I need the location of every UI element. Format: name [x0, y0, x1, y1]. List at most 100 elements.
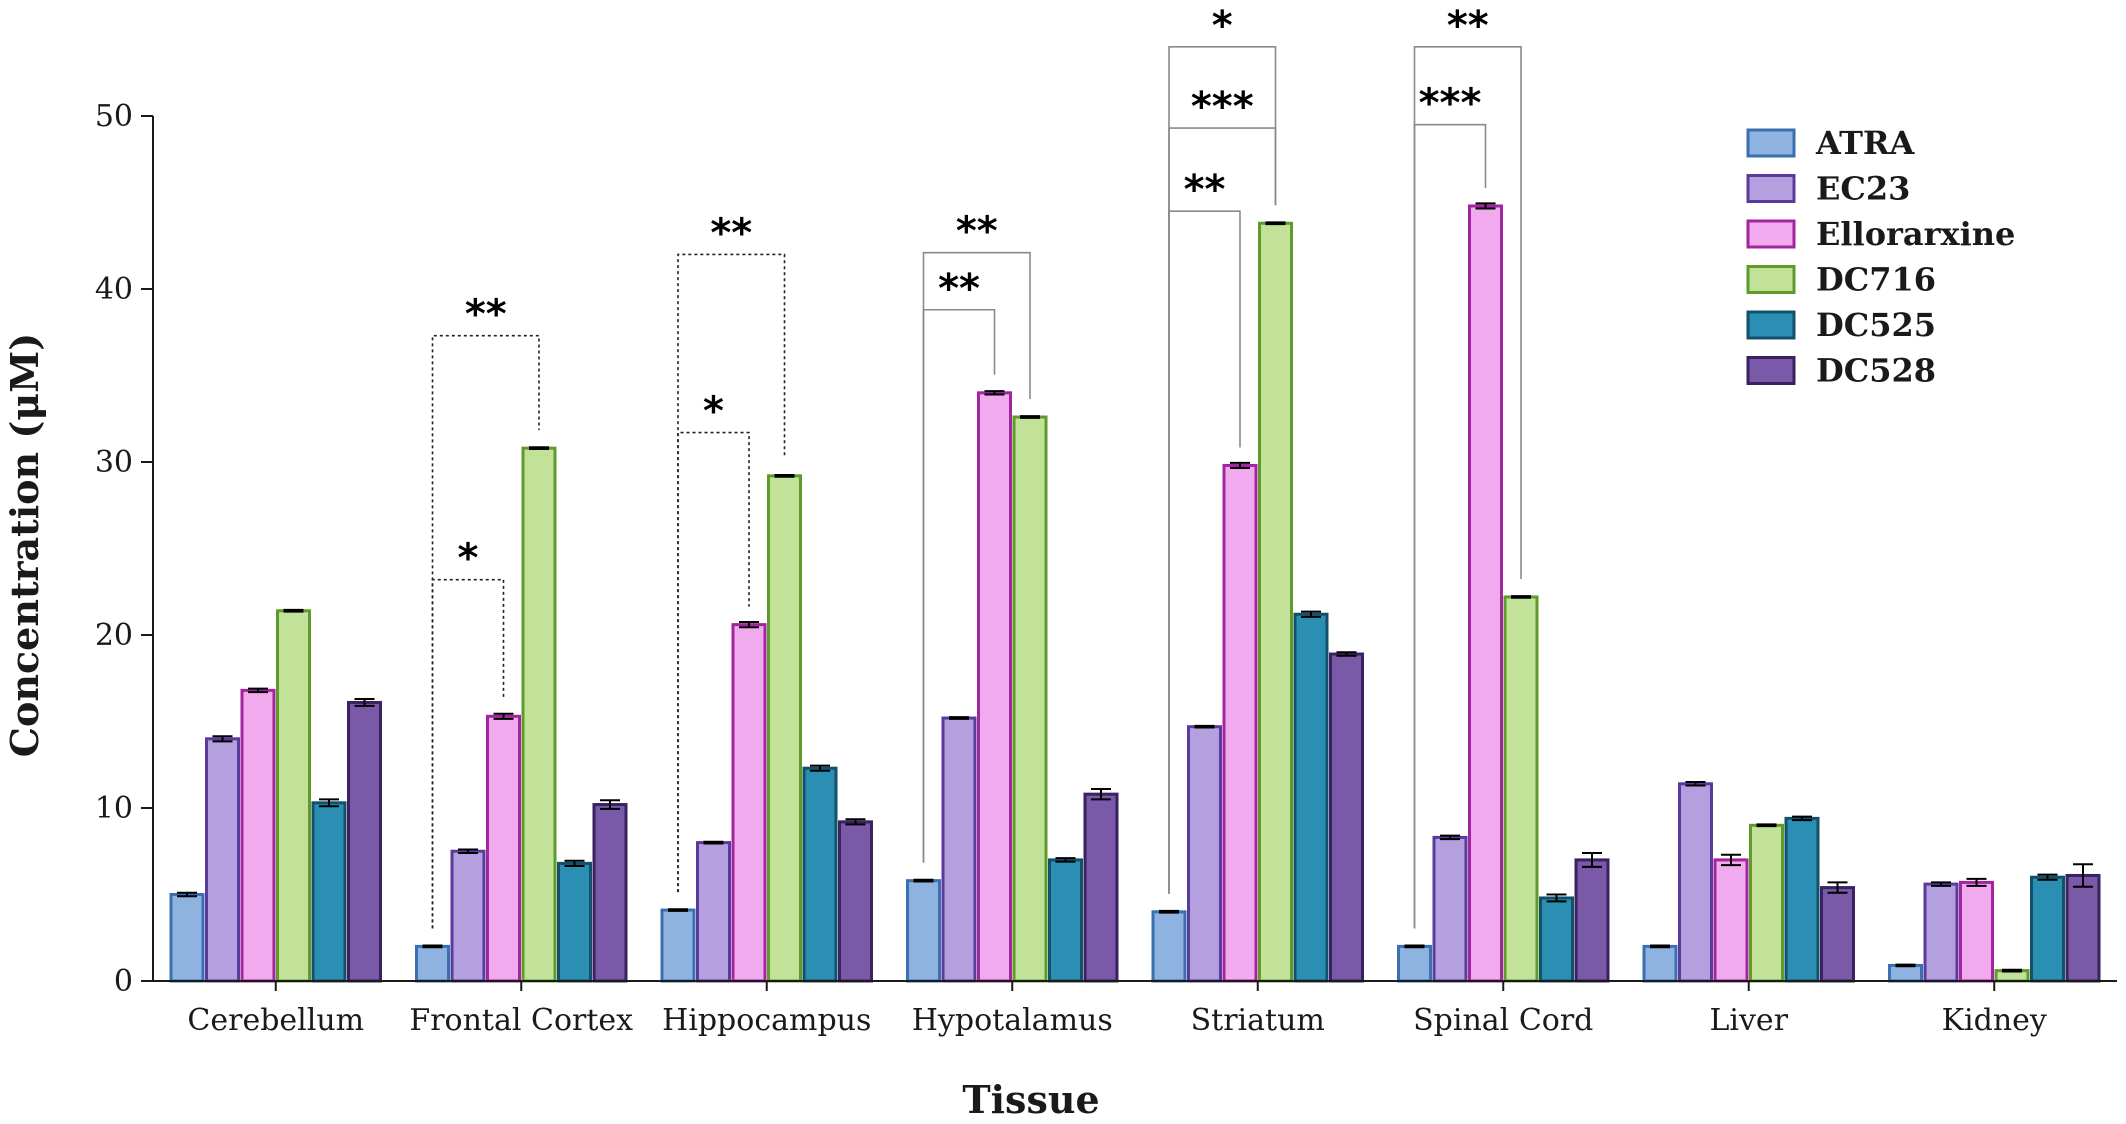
legend-swatch	[1746, 219, 1796, 249]
bar-dc528-frontal-cortex	[592, 803, 628, 983]
bar-dc528-liver	[1820, 886, 1855, 983]
significance-label: *	[458, 536, 479, 582]
error-bar-dc525-cerebellum	[319, 798, 339, 808]
legend-item-dc528: DC528	[1746, 352, 1936, 390]
error-bar-dc716-cerebellum	[283, 608, 304, 613]
y-tick-label: 10	[95, 791, 133, 826]
bar-ec23-hypotalamus	[941, 716, 977, 983]
error-bar-dc528-kidney	[2073, 863, 2093, 888]
significance-label: *	[703, 389, 724, 435]
error-bar-dc716-striatum	[1265, 221, 1286, 226]
legend-label: DC716	[1816, 261, 1936, 299]
error-bar-dc716-frontal-cortex	[529, 446, 549, 451]
bar-dc716-liver	[1749, 823, 1784, 983]
x-tick-label-liver: Liver	[1709, 1003, 1788, 1038]
error-bar-dc525-striatum	[1301, 610, 1321, 618]
error-bar-ellorarxine-frontal-cortex	[493, 712, 514, 720]
bar-dc525-spinal-cord	[1539, 896, 1574, 983]
bar-ellorarxine-kidney	[1959, 880, 1994, 983]
legend-item-dc525: DC525	[1746, 306, 1936, 344]
error-bar-dc528-spinal-cord	[1582, 851, 1602, 868]
bar-dc528-kidney	[2065, 873, 2101, 983]
bar-ellorarxine-hypotalamus	[977, 391, 1012, 983]
bar-ec23-hippocampus	[696, 841, 731, 983]
error-bar-dc528-frontal-cortex	[600, 799, 620, 810]
x-tick-label-kidney: Kidney	[1942, 1003, 2047, 1038]
error-bar-ec23-kidney	[1931, 881, 1951, 887]
significance-label: **	[710, 210, 752, 256]
significance-bracket: **	[922, 266, 996, 863]
error-bar-ellorarxine-kidney	[1966, 877, 1987, 887]
error-bar-ellorarxine-hippocampus	[739, 621, 759, 629]
x-tick-label-frontal-cortex: Frontal Cortex	[409, 1003, 633, 1038]
significance-bracket: ***	[1413, 81, 1487, 929]
y-axis-title: Concentration (μM)	[2, 333, 47, 757]
error-bar-dc716-hypotalamus	[1020, 415, 1040, 419]
bar-dc525-kidney	[2030, 875, 2065, 983]
bar-atra-cerebellum	[169, 893, 205, 983]
legend-label: Ellorarxine	[1816, 215, 2015, 253]
legend-label: ATRA	[1815, 124, 1915, 162]
bar-atra-liver	[1642, 944, 1678, 983]
bar-dc525-cerebellum	[311, 801, 347, 983]
error-bar-atra-cerebellum	[177, 891, 197, 898]
error-bar-dc716-hippocampus	[774, 473, 795, 478]
bar-dc716-cerebellum	[276, 609, 311, 983]
error-bar-ellorarxine-hypotalamus	[984, 390, 1005, 396]
error-bar-ec23-liver	[1685, 781, 1706, 787]
bar-ellorarxine-frontal-cortex	[486, 714, 521, 983]
error-bar-dc528-striatum	[1336, 651, 1357, 657]
bar-ellorarxine-cerebellum	[240, 688, 276, 983]
legend-item-ec23: EC23	[1746, 170, 1910, 208]
bar-ec23-frontal-cortex	[450, 849, 486, 983]
error-bar-dc525-liver	[1792, 815, 1812, 822]
legend-item-ellorarxine: Ellorarxine	[1746, 215, 2015, 253]
error-bar-atra-hypotalamus	[913, 878, 934, 883]
significance-label: **	[956, 209, 998, 255]
bar-atra-hypotalamus	[906, 879, 941, 983]
legend-swatch	[1746, 128, 1796, 158]
y-ticks: 0 10 20 30 40 50	[95, 99, 153, 999]
y-tick-label: 50	[95, 99, 133, 134]
error-bar-ellorarxine-liver	[1721, 853, 1741, 867]
x-axis-title: Tissue	[962, 1077, 1099, 1122]
error-bar-ec23-hypotalamus	[949, 716, 969, 720]
error-bar-atra-striatum	[1159, 909, 1179, 914]
bar-atra-spinal-cord	[1397, 944, 1432, 983]
error-bar-atra-kidney	[1895, 963, 1916, 968]
y-tick-label: 40	[95, 272, 133, 307]
bar-atra-striatum	[1151, 910, 1187, 983]
bar-dc528-cerebellum	[347, 700, 382, 983]
y-tick-label: 20	[95, 618, 133, 653]
legend-item-atra: ATRA	[1746, 124, 1915, 162]
legend: ATRA EC23 Ellorarxine DC716 DC525 DC528	[1746, 124, 2015, 390]
bars-layer	[169, 202, 2101, 983]
axes-layer	[152, 116, 2117, 982]
bar-ellorarxine-hippocampus	[731, 623, 767, 983]
significance-label: *	[1212, 3, 1233, 49]
error-bar-ec23-hippocampus	[703, 840, 724, 845]
bar-dc528-hippocampus	[838, 820, 873, 983]
significance-label: **	[938, 266, 980, 312]
x-tick-label-spinal-cord: Spinal Cord	[1413, 1003, 1593, 1038]
bar-dc716-hippocampus	[767, 474, 802, 983]
bar-dc716-frontal-cortex	[521, 446, 557, 983]
error-bar-ec23-cerebellum	[212, 735, 233, 743]
significance-bracket: **	[1168, 167, 1241, 894]
bar-ec23-cerebellum	[205, 737, 240, 983]
bar-ellorarxine-liver	[1713, 858, 1749, 983]
error-bar-dc525-spinal-cord	[1546, 893, 1567, 903]
legend-label: DC528	[1816, 352, 1936, 390]
significance-label: ***	[1419, 81, 1482, 127]
error-bar-dc716-kidney	[2002, 968, 2022, 973]
significance-bracket: *	[431, 536, 505, 929]
error-bar-ellorarxine-cerebellum	[248, 687, 268, 694]
bar-dc528-spinal-cord	[1574, 858, 1610, 983]
legend-swatch	[1746, 310, 1796, 340]
error-bar-ellorarxine-striatum	[1230, 461, 1250, 470]
error-bar-dc525-hypotalamus	[1055, 857, 1076, 863]
significance-annotations: *********************	[431, 3, 1522, 929]
bar-ec23-spinal-cord	[1432, 835, 1468, 983]
error-bar-atra-liver	[1650, 944, 1670, 949]
x-tick-label-hippocampus: Hippocampus	[662, 1003, 871, 1038]
